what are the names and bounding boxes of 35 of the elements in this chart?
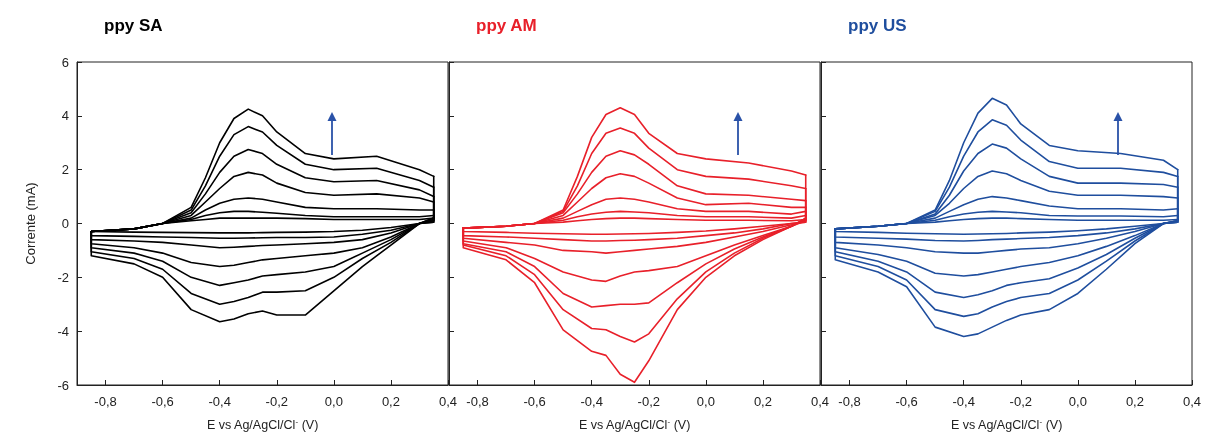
y-tick-label: 2: [61, 162, 69, 178]
y-tick-label: -2: [57, 269, 69, 285]
y-tick-label: 6: [61, 54, 69, 70]
chart-title: ppy SA: [104, 16, 163, 35]
x-tick-label: -0,8: [838, 394, 861, 409]
x-tick-label: -0,8: [94, 394, 117, 409]
x-tick-label: 0,4: [438, 394, 458, 409]
y-tick-label: 0: [61, 216, 69, 231]
x-tick-label: -0,4: [952, 394, 975, 409]
x-tick-label: 0,4: [1182, 394, 1202, 409]
y-tick-label: 4: [61, 108, 69, 124]
x-tick-label: 0,0: [1068, 394, 1087, 409]
x-tick-label: -0,6: [151, 394, 174, 409]
x-tick-label: 0,2: [1125, 394, 1144, 409]
x-tick-label: 0,0: [696, 394, 715, 409]
chart-title: ppy US: [848, 16, 907, 35]
y-tick-label: -6: [57, 377, 69, 393]
x-tick-label: -0,8: [466, 394, 489, 409]
x-tick-label: -0,6: [523, 394, 546, 409]
x-tick-label: 0,2: [381, 394, 400, 409]
x-tick-label: -0,4: [580, 394, 603, 409]
x-tick-label: -0,2: [265, 394, 288, 409]
x-tick-label: -0,6: [895, 394, 918, 409]
chart-title: ppy AM: [476, 16, 537, 35]
x-axis-title: E vs Ag/AgCl/Cl- (V): [950, 416, 1063, 432]
y-axis-title: Corrente (mA): [23, 182, 38, 265]
y-tick-label: -4: [57, 323, 69, 339]
x-axis-title: E vs Ag/AgCl/Cl- (V): [206, 416, 319, 432]
x-tick-label: -0,4: [208, 394, 231, 409]
x-axis-title: E vs Ag/AgCl/Cl- (V): [578, 416, 691, 432]
x-tick-label: 0,4: [810, 394, 830, 409]
x-tick-label: -0,2: [637, 394, 660, 409]
x-tick-label: 0,2: [753, 394, 772, 409]
x-tick-label: -0,2: [1009, 394, 1032, 409]
x-tick-label: 0,0: [324, 394, 343, 409]
